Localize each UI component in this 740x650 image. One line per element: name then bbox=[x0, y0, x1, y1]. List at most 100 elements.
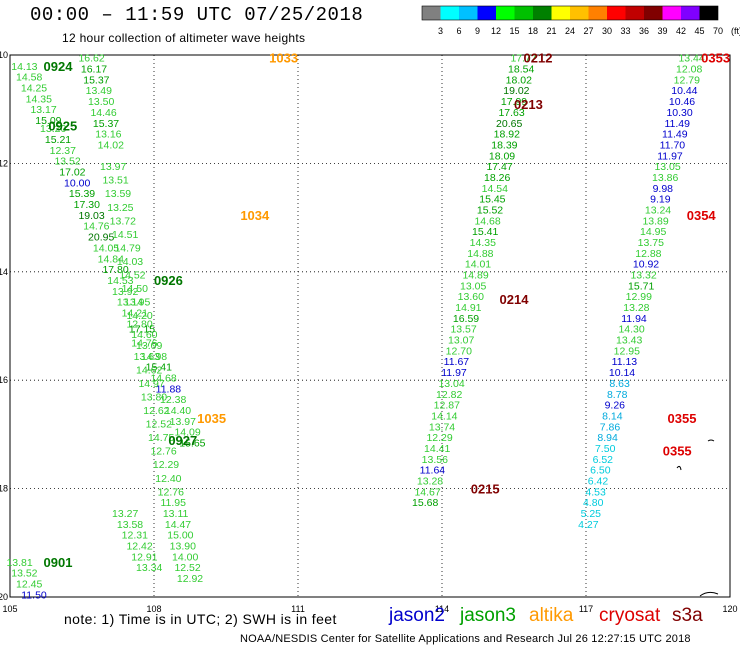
wave-height-point: 12.87 bbox=[434, 400, 460, 412]
wave-height-point: 15.71 bbox=[628, 280, 654, 292]
wave-height-point: 14.47 bbox=[165, 519, 191, 531]
colorbar-tick-label: 24 bbox=[565, 26, 575, 36]
wave-height-point: 9.98 bbox=[653, 183, 674, 195]
wave-height-point: 14.35 bbox=[470, 237, 496, 249]
colorbar-tick-label: 27 bbox=[583, 26, 593, 36]
x-tick-label: 108 bbox=[146, 604, 161, 614]
wave-height-point: 13.16 bbox=[95, 129, 121, 141]
wave-height-point: 11.97 bbox=[441, 367, 467, 379]
wave-height-point: 4.53 bbox=[585, 486, 606, 498]
wave-height-point: 13.49 bbox=[86, 85, 112, 97]
wave-height-point: 13.32 bbox=[630, 270, 656, 282]
wave-height-point: 15.52 bbox=[477, 204, 503, 216]
wave-height-point: 12.29 bbox=[153, 459, 179, 471]
wave-height-point: 11.94 bbox=[621, 313, 647, 325]
wave-height-point: 14.14 bbox=[431, 410, 457, 422]
wave-height-point: 13.74 bbox=[429, 421, 455, 433]
wave-height-point: 12.52 bbox=[146, 419, 172, 431]
wave-height-point: 13.25 bbox=[107, 202, 133, 214]
wave-height-point: 14.89 bbox=[462, 270, 488, 282]
wave-height-point: 14.25 bbox=[21, 83, 47, 95]
wave-height-point: 11.67 bbox=[444, 356, 470, 368]
pass-label: 0355 bbox=[663, 444, 692, 459]
wave-height-point: 17.30 bbox=[74, 199, 100, 211]
wave-height-point: 14.50 bbox=[122, 283, 148, 295]
plot-frame bbox=[9, 54, 731, 598]
wave-height-point: 13.44 bbox=[678, 53, 704, 65]
wave-height-point: 15.41 bbox=[472, 226, 498, 238]
wave-height-point: 16.59 bbox=[453, 313, 479, 325]
colorbar-swatch bbox=[422, 6, 441, 20]
colorbar-swatch bbox=[551, 6, 570, 20]
wave-height-point: 12.38 bbox=[160, 394, 186, 406]
wave-height-point: 17.15 bbox=[129, 324, 155, 336]
colorbar-tick-label: 39 bbox=[657, 26, 667, 36]
colorbar-tick-label: 9 bbox=[475, 26, 480, 36]
wave-height-point: 6.42 bbox=[588, 475, 609, 487]
legend-cryosat: cryosat bbox=[599, 605, 661, 626]
wave-height-point: 13.27 bbox=[112, 508, 138, 520]
x-tick-label: 120 bbox=[722, 604, 737, 614]
y-tick-label: 10 bbox=[0, 50, 8, 60]
wave-height-point: 12.31 bbox=[122, 530, 148, 542]
wave-height-point: 14.09 bbox=[174, 427, 200, 439]
wave-height-point: 14.88 bbox=[467, 248, 493, 260]
pass-label: 1034 bbox=[240, 208, 270, 223]
wave-height-point: 13.57 bbox=[450, 324, 476, 336]
wave-height-point: 16.62 bbox=[78, 53, 104, 65]
legend-altika: altika bbox=[529, 605, 574, 626]
wave-height-point: 13.04 bbox=[438, 378, 464, 390]
wave-height-point: 13.05 bbox=[654, 161, 680, 173]
wave-height-point: 17.47 bbox=[486, 161, 512, 173]
pass-label: 1035 bbox=[197, 411, 226, 426]
wave-height-point: 14.30 bbox=[618, 324, 644, 336]
legend-s3a: s3a bbox=[672, 605, 703, 626]
wave-height-point: 13.95 bbox=[124, 297, 150, 309]
wave-height-point: 13.09 bbox=[136, 340, 162, 352]
colorbar-tick-label: 42 bbox=[676, 26, 686, 36]
wave-height-point: 13.52 bbox=[54, 156, 80, 168]
colorbar-swatch bbox=[607, 6, 626, 20]
footer-note: note: 1) Time is in UTC; 2) SWH is in fe… bbox=[64, 611, 337, 627]
colorbar-swatch bbox=[459, 6, 478, 20]
wave-height-point: 13.14 bbox=[117, 297, 143, 309]
pass-label: 0927 bbox=[168, 433, 197, 448]
y-tick-label: 20 bbox=[0, 592, 8, 602]
wave-height-point: 13.80 bbox=[141, 391, 167, 403]
wave-height-point: 14.02 bbox=[98, 139, 124, 151]
wave-height-point: 13.60 bbox=[458, 291, 484, 303]
wave-height-point: 16.17 bbox=[81, 64, 107, 76]
wave-height-point: 8.14 bbox=[602, 410, 623, 422]
wave-height-point: 15.21 bbox=[45, 134, 71, 146]
wave-height-point: 18.26 bbox=[484, 172, 510, 184]
wave-height-point: 18.09 bbox=[489, 150, 515, 162]
wave-height-point: 15.00 bbox=[167, 530, 193, 542]
wave-height-point: 10.44 bbox=[671, 85, 697, 97]
wave-height-point: 11.70 bbox=[660, 139, 686, 151]
wave-height-point: 14.53 bbox=[107, 275, 133, 287]
wave-height-point: 13.07 bbox=[448, 335, 474, 347]
wave-height-point: 13.90 bbox=[170, 541, 196, 553]
pass-label: 0924 bbox=[44, 59, 74, 74]
wave-height-point: 14.21 bbox=[122, 307, 148, 319]
wave-height-point: 15.41 bbox=[146, 362, 172, 374]
wave-height-point: 14.03 bbox=[117, 256, 143, 268]
pass-label: 0354 bbox=[687, 208, 717, 223]
wave-height-point: 9.19 bbox=[650, 194, 671, 206]
wave-height-point: 11.50 bbox=[21, 589, 47, 601]
wave-height-point: 14.35 bbox=[26, 93, 52, 105]
wave-height-point: 17.80 bbox=[102, 264, 128, 276]
wave-height-point: 5.25 bbox=[581, 508, 602, 520]
colorbar-tick-label: 21 bbox=[546, 26, 556, 36]
pass-label: 0212 bbox=[524, 51, 553, 66]
wave-height-point: 13.56 bbox=[422, 454, 448, 466]
x-tick-label: 105 bbox=[2, 604, 17, 614]
wave-height-point: 12.62 bbox=[143, 405, 169, 417]
y-tick-label: 12 bbox=[0, 158, 8, 168]
wave-height-point: 12.95 bbox=[614, 345, 640, 357]
wave-height-point: 11.13 bbox=[612, 356, 638, 368]
colorbar-swatch bbox=[440, 6, 459, 20]
wave-height-point: 15.37 bbox=[93, 118, 119, 130]
wave-height-point: 15.09 bbox=[35, 115, 61, 127]
legend-jason3: jason3 bbox=[460, 605, 516, 626]
